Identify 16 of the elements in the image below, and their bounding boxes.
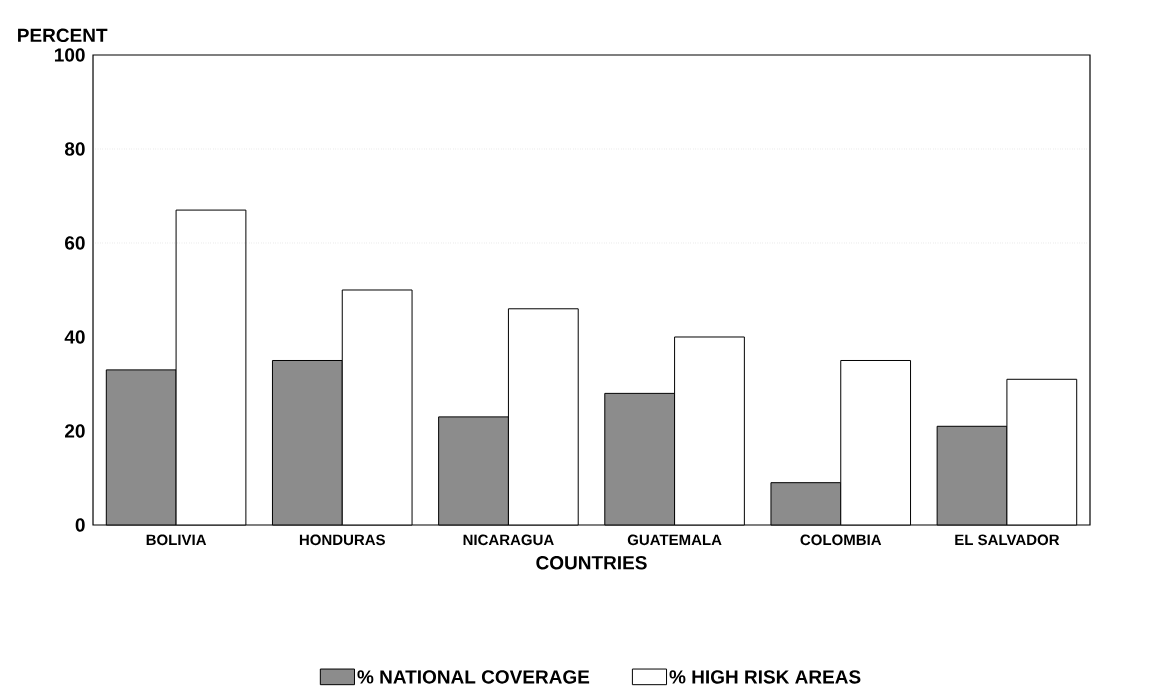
x-tick-label: HONDURAS (299, 534, 385, 546)
y-tick-label: 40 (64, 330, 85, 344)
y-tick-label: 60 (65, 236, 85, 250)
y-tick-label: 80 (64, 142, 85, 156)
x-tick-label: EL SALVADOR (955, 534, 1060, 546)
y-tick-label: 100 (54, 48, 85, 62)
legend-label: % HIGH RISK AREAS (669, 670, 861, 684)
y-tick-label: 0 (75, 518, 85, 532)
x-tick-label: BOLIVIA (146, 534, 207, 546)
x-tick-label: COLOMBIA (800, 534, 882, 546)
x-tick-label: GUATEMALA (627, 534, 722, 546)
legend-label: % NATIONAL COVERAGE (357, 670, 590, 684)
x-axis-title: COUNTRIES (536, 556, 647, 570)
x-tick-label: NICARAGUA (463, 534, 554, 546)
y-axis-title: PERCENT (18, 28, 108, 43)
y-tick-label: 20 (65, 424, 85, 438)
